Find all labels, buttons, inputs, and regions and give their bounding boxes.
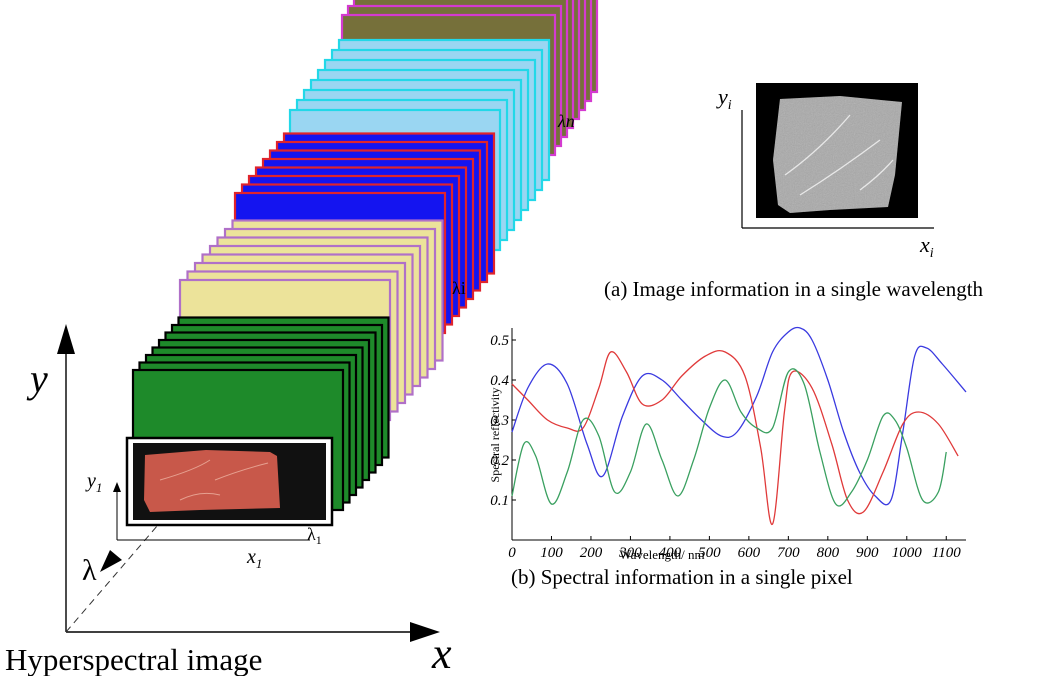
x-tick-label: 300 [618,545,642,561]
front-frame [125,436,334,527]
lambda-1-letter: λ [307,524,316,544]
y1-subscript: 1 [96,480,103,495]
panel-a: yi xi (a) Image information in a single … [604,83,984,301]
x1-subscript: 1 [256,556,263,571]
x-tick-label: 1100 [932,545,961,561]
chart-axes [511,328,966,541]
y-tick-label: 0.1 [490,493,509,509]
y-tick-label: 0.5 [490,333,509,349]
y-tick-label: 0.3 [490,413,509,429]
chart-x-axis-label: Wavelength/ nm [619,547,704,562]
grayscale-image-veins [784,114,894,196]
main-caption: Hyperspectral image [5,642,262,676]
chart-ticks: 0 100 200 300 400 500 600 700 800 900 1000 1100 0.1 0… [490,333,961,561]
lambda-1-label: λ1 [307,524,322,547]
lambda-i-label: λi [452,278,466,298]
panel-a-caption: (a) Image information in a single wavele… [604,277,984,301]
y-tick-label: 0.2 [490,453,509,469]
y-axis-arrowhead [57,324,75,354]
x-tick-label: 700 [777,545,800,561]
spectral-chart: 0 100 200 300 400 500 600 700 800 900 1000 1100 0.1 0… [488,326,967,589]
blue-spectrum-line [511,326,967,506]
meat-texture [159,459,269,501]
main-labels: y x λ y1 x1 λ1 λi λn Hyperspectral image [5,111,575,676]
wavelength-frame-stack [131,0,599,512]
lambda-axis-arrowhead [100,550,122,572]
lambda-1-subscript: 1 [316,533,322,547]
green-spectrum-line [511,368,947,507]
panel-a-y-label: yi [716,84,732,113]
panel-a-x-subscript: i [930,246,934,261]
x-tick-label: 200 [580,545,603,561]
grayscale-image-texture [773,96,902,213]
panel-a-y-letter: y [716,84,728,109]
x-tick-label: 0 [508,545,516,561]
y1-letter: y [85,470,96,492]
x1-letter: x [246,546,256,568]
x-tick-label: 500 [698,545,721,561]
x1-label: x1 [246,546,262,571]
chart-series [511,326,967,525]
panel-a-x-label: xi [919,232,934,261]
x-tick-label: 800 [817,545,840,561]
x-tick-label: 100 [540,545,563,561]
x-tick-label: 1000 [892,545,923,561]
y-tick-label: 0.4 [490,373,509,389]
x-tick-label: 600 [738,545,761,561]
lambda-axis-label: λ [82,554,97,587]
y1-label: y1 [85,470,102,495]
panel-a-y-subscript: i [728,98,732,113]
panel-a-x-letter: x [919,232,930,257]
frame-local-axes [113,482,310,541]
chart-y-axis-label: Spectral reflectivity [488,388,502,483]
y-axis-label: y [26,356,48,401]
x-axis-arrowhead [410,622,440,642]
x-tick-label: 900 [856,545,879,561]
x-axis-label: x [431,629,452,676]
red-spectrum-line [511,350,959,525]
y1-axis-arrowhead [113,482,121,492]
panel-b-caption: (b) Spectral information in a single pix… [511,565,853,589]
meat-sample-color-image [144,450,280,512]
lambda-n-label: λn [557,111,575,131]
x-tick-label: 400 [659,545,682,561]
